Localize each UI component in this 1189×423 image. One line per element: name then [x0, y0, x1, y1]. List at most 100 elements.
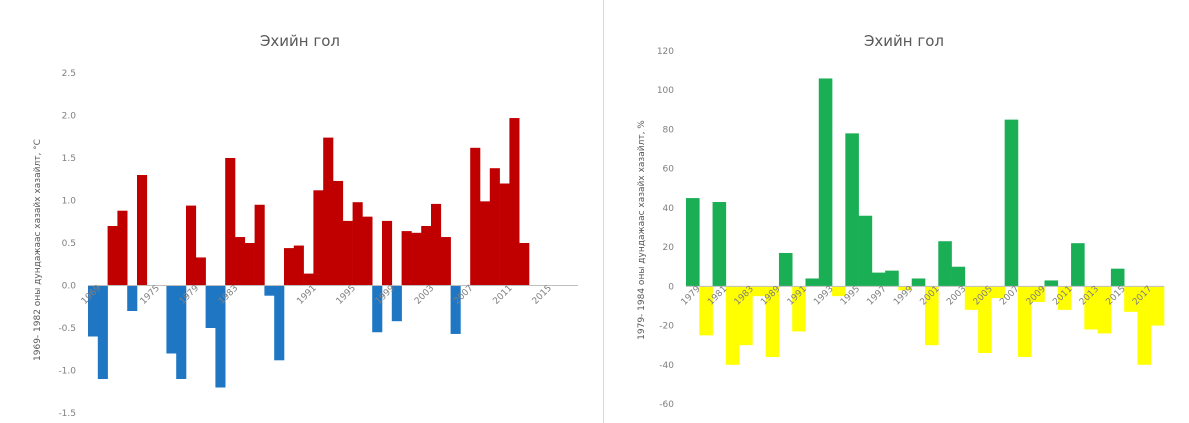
bar — [1110, 268, 1125, 287]
x-tick-label: 1997 — [865, 284, 888, 307]
bar — [898, 286, 913, 291]
y-tick-label: 40 — [663, 204, 675, 214]
bar — [765, 286, 780, 357]
bar — [951, 266, 966, 287]
bar — [362, 216, 373, 286]
bar — [411, 232, 422, 286]
y-tick-label: -60 — [659, 400, 674, 410]
y-tick-label: 1.0 — [62, 197, 77, 207]
bar — [1017, 286, 1032, 357]
bar — [925, 286, 939, 346]
y-tick-label: 120 — [657, 47, 674, 57]
bar — [470, 147, 481, 286]
y-tick-label: 0 — [668, 282, 674, 292]
bar — [712, 202, 727, 287]
y-tick-label: 0.0 — [62, 282, 77, 292]
bar — [235, 237, 246, 286]
y-tick-label: -1.5 — [58, 409, 76, 419]
bar — [195, 257, 206, 286]
chart-title: Эхийн гол — [260, 32, 340, 50]
bar — [274, 285, 285, 361]
bar — [254, 204, 265, 286]
bar — [1071, 243, 1085, 287]
bar — [499, 183, 510, 286]
bar — [176, 285, 187, 379]
bar — [88, 285, 99, 337]
bar — [1031, 286, 1045, 303]
bar — [244, 243, 255, 286]
bar — [225, 158, 236, 286]
bar — [264, 285, 275, 296]
bar — [699, 286, 713, 336]
bar — [97, 285, 108, 379]
bar — [431, 203, 442, 286]
bar — [739, 286, 753, 346]
x-tick-label: 2011 — [491, 283, 514, 306]
bar — [372, 285, 383, 333]
bar — [284, 248, 295, 286]
y-tick-label: 1.5 — [62, 154, 76, 164]
bar — [1124, 286, 1138, 312]
bar — [293, 245, 304, 286]
bar — [938, 241, 952, 287]
bar — [391, 285, 402, 322]
bar — [845, 133, 859, 287]
x-tick-label: 2015 — [531, 283, 554, 306]
y-tick-label: 80 — [663, 125, 675, 135]
bar — [792, 286, 806, 332]
bar — [480, 201, 491, 286]
bar — [303, 273, 314, 286]
bar — [1137, 286, 1152, 365]
bar — [117, 210, 128, 286]
bar — [450, 285, 461, 334]
bar — [137, 175, 148, 286]
bar — [186, 205, 197, 286]
bar — [215, 285, 226, 388]
bar — [205, 285, 216, 328]
bar — [107, 226, 118, 286]
chart-title: Эхийн гол — [864, 32, 944, 50]
bar — [1004, 119, 1019, 287]
bar — [885, 270, 899, 287]
y-tick-label: 2.5 — [62, 69, 76, 79]
bar — [127, 285, 138, 311]
bar — [778, 252, 793, 287]
bar — [1044, 280, 1059, 287]
bar — [1097, 286, 1112, 334]
x-tick-label: 1975 — [139, 283, 162, 306]
bar — [991, 286, 1005, 299]
y-tick-label: -0.5 — [58, 324, 76, 334]
y-axis-label: 1969- 1982 оны дундажаас хазайх хазайлт,… — [33, 139, 43, 361]
bar — [978, 286, 992, 354]
bar — [166, 285, 177, 354]
bar — [964, 286, 979, 310]
y-axis-label: 1979- 1984 оны дундажаас хазайх хазайлт,… — [637, 120, 647, 340]
bar — [421, 226, 432, 286]
temperature-anomaly-chart-panel: Эхийн гол 1969- 1982 оны дундажаас хазай… — [33, 0, 604, 423]
bar — [352, 202, 363, 286]
bar — [323, 137, 334, 286]
bar — [342, 220, 353, 286]
y-tick-label: -1.0 — [58, 367, 76, 377]
x-tick-label: 1991 — [295, 283, 318, 306]
precipitation-anomaly-chart-panel: Эхийн гол 1979- 1984 оны дундажаас хазай… — [604, 0, 1189, 423]
y-tick-label: -20 — [659, 322, 674, 332]
bar — [818, 78, 833, 287]
bar — [1084, 286, 1098, 330]
bar — [519, 243, 530, 286]
bar — [725, 286, 740, 365]
bar — [805, 278, 820, 287]
bar — [1150, 286, 1165, 326]
y-tick-label: 100 — [657, 86, 674, 96]
bar — [382, 220, 393, 286]
bar — [401, 231, 412, 286]
bar — [752, 286, 766, 297]
x-tick-label: 1995 — [335, 283, 358, 306]
bar — [858, 215, 873, 287]
bar — [509, 118, 520, 286]
bar — [489, 168, 500, 286]
bar — [440, 237, 451, 286]
bar — [313, 190, 324, 286]
bar — [871, 272, 886, 287]
temperature-anomaly-chart: Эхийн гол 1969- 1982 оны дундажаас хазай… — [33, 32, 578, 419]
